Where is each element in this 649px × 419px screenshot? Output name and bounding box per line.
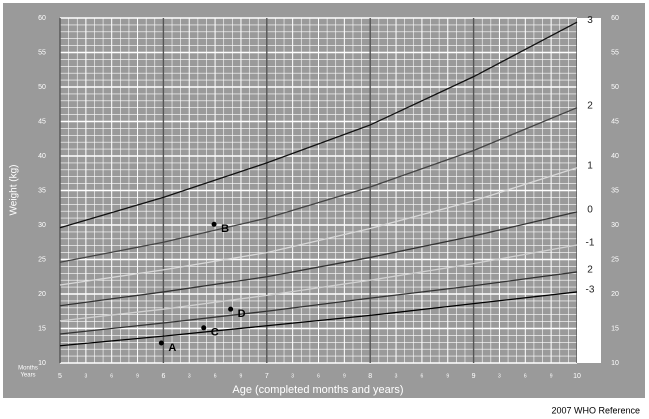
y-tick-label-right: 50	[611, 84, 619, 91]
z-score-line	[59, 21, 578, 229]
data-point	[158, 340, 164, 346]
years-label: Years	[20, 373, 35, 379]
y-tick-label: 55	[38, 49, 46, 56]
y-tick-label: 45	[38, 118, 46, 125]
y-tick-label-right: 60	[611, 15, 619, 22]
z-score-label: 2	[587, 100, 593, 111]
z-score-line	[59, 107, 578, 263]
y-tick-label-right: 15	[611, 325, 619, 332]
x-tick-label: 6	[161, 373, 165, 380]
y-tick-label-right: 55	[611, 49, 619, 56]
y-tick-label-right: 40	[611, 153, 619, 160]
x-tick-label: 6	[110, 373, 113, 379]
x-tick-label: 3	[84, 373, 87, 379]
footer: 2007 WHO Reference	[551, 405, 640, 415]
y-tick-label-right: 25	[611, 256, 619, 263]
z-score-label: -3	[586, 285, 595, 296]
x-tick-label: 9	[136, 373, 139, 379]
z-score-label: 2	[587, 265, 593, 276]
x-tick-label: 7	[265, 373, 269, 380]
x-tick-label: 6	[317, 373, 320, 379]
x-tick-label: 9	[446, 373, 449, 379]
y-tick-label: 30	[38, 222, 46, 229]
z-score-line	[59, 271, 578, 335]
x-tick-label: 3	[498, 373, 501, 379]
z-score-label: -1	[586, 238, 595, 249]
y-tick-label: 20	[38, 291, 46, 298]
data-point	[211, 221, 217, 227]
x-tick-label: 8	[368, 373, 372, 380]
point-label: C	[211, 327, 219, 339]
y-tick-label: 60	[38, 15, 46, 22]
x-axis-title: Age (completed months and years)	[232, 384, 403, 396]
x-tick-label: 6	[214, 373, 217, 379]
y-tick-label: 50	[38, 84, 46, 91]
y-tick-label-right: 35	[611, 187, 619, 194]
z-score-line	[59, 244, 578, 322]
z-score-line	[59, 211, 578, 307]
x-tick-label: 3	[395, 373, 398, 379]
data-point	[201, 325, 207, 331]
data-point	[228, 306, 234, 312]
z-score-line	[59, 167, 578, 286]
months-label: Months	[18, 366, 38, 372]
y-tick-label-right: 45	[611, 118, 619, 125]
x-tick-label: 6	[421, 373, 424, 379]
z-score-label: 0	[587, 205, 593, 216]
x-tick-label: 9	[343, 373, 346, 379]
y-tick-label: 25	[38, 256, 46, 263]
x-tick-label: 9	[472, 373, 476, 380]
z-score-label: 3	[587, 15, 593, 26]
y-tick-label: 15	[38, 325, 46, 332]
x-tick-label: 3	[188, 373, 191, 379]
y-tick-label: 35	[38, 187, 46, 194]
y-tick-label-right: 30	[611, 222, 619, 229]
x-tick-label: 6	[524, 373, 527, 379]
x-tick-label: 9	[550, 373, 553, 379]
y-tick-label-right: 20	[611, 291, 619, 298]
y-tick-label: 10	[38, 360, 46, 367]
y-axis-title: Weight (kg)	[9, 165, 20, 216]
x-tick-label: 3	[291, 373, 294, 379]
x-tick-label: 9	[240, 373, 243, 379]
x-tick-label: 5	[58, 373, 62, 380]
z-score-line	[59, 291, 578, 347]
point-label: A	[168, 342, 176, 354]
z-score-label: 1	[587, 160, 593, 171]
point-label: B	[221, 223, 229, 235]
z-label-strip	[577, 18, 601, 363]
y-tick-label: 40	[38, 153, 46, 160]
y-tick-label-right: 10	[611, 360, 619, 367]
x-tick-label: 10	[573, 373, 581, 380]
point-label: D	[238, 308, 246, 320]
